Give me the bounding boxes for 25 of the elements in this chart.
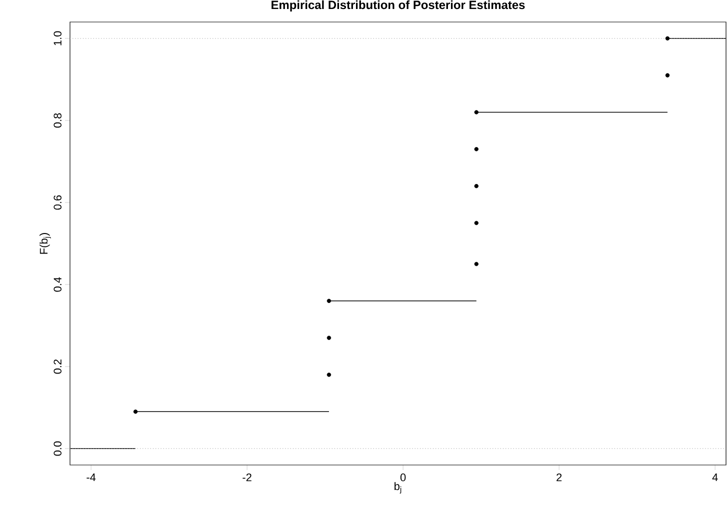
y-axis-title: F(b$_{j}$) (40, 233, 51, 254)
point (474, 262, 478, 266)
point (326, 336, 332, 340)
point (326, 298, 332, 304)
x-axis-title: b$_{j}$ (394, 482, 402, 494)
y-tick-label: 0.8 (54, 113, 62, 128)
y-tick-label: 0.2 (54, 359, 62, 374)
point (665, 36, 670, 40)
point (133, 410, 138, 414)
point (326, 372, 332, 377)
x-tick-label: 0 (400, 474, 406, 482)
point (474, 184, 478, 188)
point (474, 220, 478, 226)
point (665, 73, 670, 78)
x-tick-label: 4 (712, 474, 718, 482)
chart-title: Empirical Distribution of Posterior Estimates (272, 0, 525, 12)
y-tick-label: 0.6 (54, 195, 62, 210)
x-tick-label: -2 (242, 474, 252, 482)
point (474, 110, 478, 114)
point (474, 147, 478, 152)
y-tick-label: 0.4 (54, 277, 62, 292)
x-tick-label: 2 (556, 474, 562, 482)
x-tick-label: -4 (86, 474, 96, 482)
y-tick-label: 1.0 (54, 31, 62, 46)
y-tick-label: 0.0 (54, 441, 62, 456)
